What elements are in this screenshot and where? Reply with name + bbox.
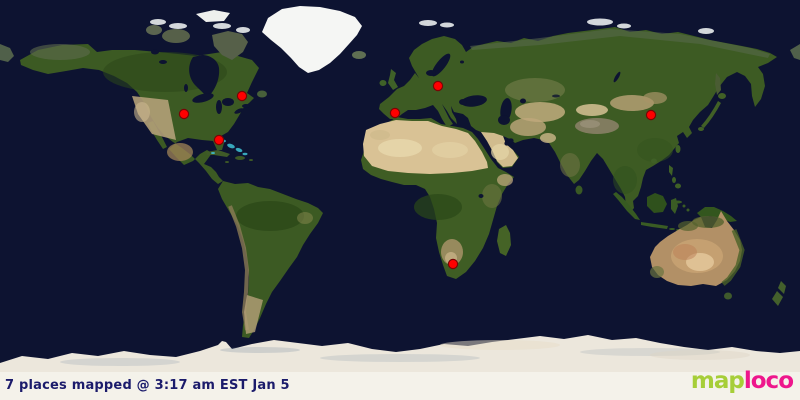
oceania — [613, 192, 786, 306]
inland-waters — [151, 49, 621, 198]
java — [641, 222, 668, 229]
arctic-greenland — [146, 6, 714, 73]
new-guinea — [697, 207, 737, 222]
place-marker-central-europe — [432, 80, 444, 92]
tasmania — [724, 292, 732, 300]
maploco-logo[interactable]: maploco — [690, 368, 794, 394]
japan — [701, 101, 721, 128]
borneo — [647, 193, 667, 213]
bahamas-banks — [211, 139, 248, 156]
place-marker-south-africa — [447, 258, 459, 270]
sumatra — [613, 192, 640, 220]
place-marker-florida — [213, 134, 225, 146]
logo-map: map — [690, 368, 745, 394]
british-isles — [388, 69, 398, 90]
continent-eurasia — [379, 27, 800, 213]
continent-africa — [361, 117, 514, 279]
status-text: 7 places mapped @ 3:17 am EST Jan 5 — [5, 378, 290, 393]
place-marker-spain — [389, 107, 401, 119]
place-marker-central-us — [178, 108, 190, 120]
new-zealand — [778, 281, 786, 294]
logo-loco: loco — [743, 368, 794, 394]
markers-layer — [178, 80, 657, 270]
madagascar — [497, 225, 511, 256]
place-marker-northeast-us — [236, 90, 248, 102]
greenland — [262, 6, 362, 73]
continent-antarctica — [0, 335, 800, 400]
continent-south-america — [218, 181, 323, 338]
place-marker-china — [645, 109, 657, 121]
